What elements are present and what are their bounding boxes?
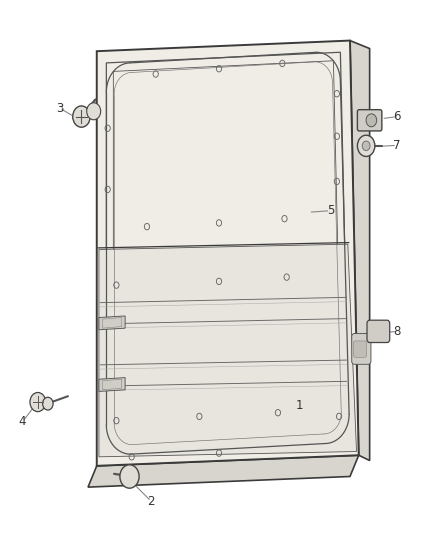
Text: 7: 7 (393, 139, 401, 152)
Polygon shape (88, 455, 359, 487)
Circle shape (30, 392, 46, 411)
Circle shape (362, 141, 370, 151)
Circle shape (120, 465, 139, 488)
Text: 8: 8 (393, 325, 401, 338)
FancyBboxPatch shape (357, 110, 382, 131)
Text: 3: 3 (56, 102, 64, 115)
Text: 4: 4 (19, 415, 26, 428)
Circle shape (42, 397, 53, 410)
Circle shape (87, 103, 101, 120)
Circle shape (366, 114, 377, 127)
Polygon shape (99, 244, 357, 457)
Polygon shape (97, 41, 359, 466)
Polygon shape (350, 41, 370, 461)
FancyBboxPatch shape (352, 334, 371, 365)
Text: 2: 2 (148, 495, 155, 508)
Polygon shape (99, 316, 125, 330)
Text: 6: 6 (393, 110, 401, 123)
Text: 5: 5 (327, 204, 334, 217)
FancyBboxPatch shape (367, 320, 390, 343)
FancyBboxPatch shape (353, 341, 367, 358)
Circle shape (357, 135, 375, 157)
Polygon shape (99, 377, 125, 391)
Text: 1: 1 (296, 399, 304, 413)
Circle shape (73, 106, 90, 127)
